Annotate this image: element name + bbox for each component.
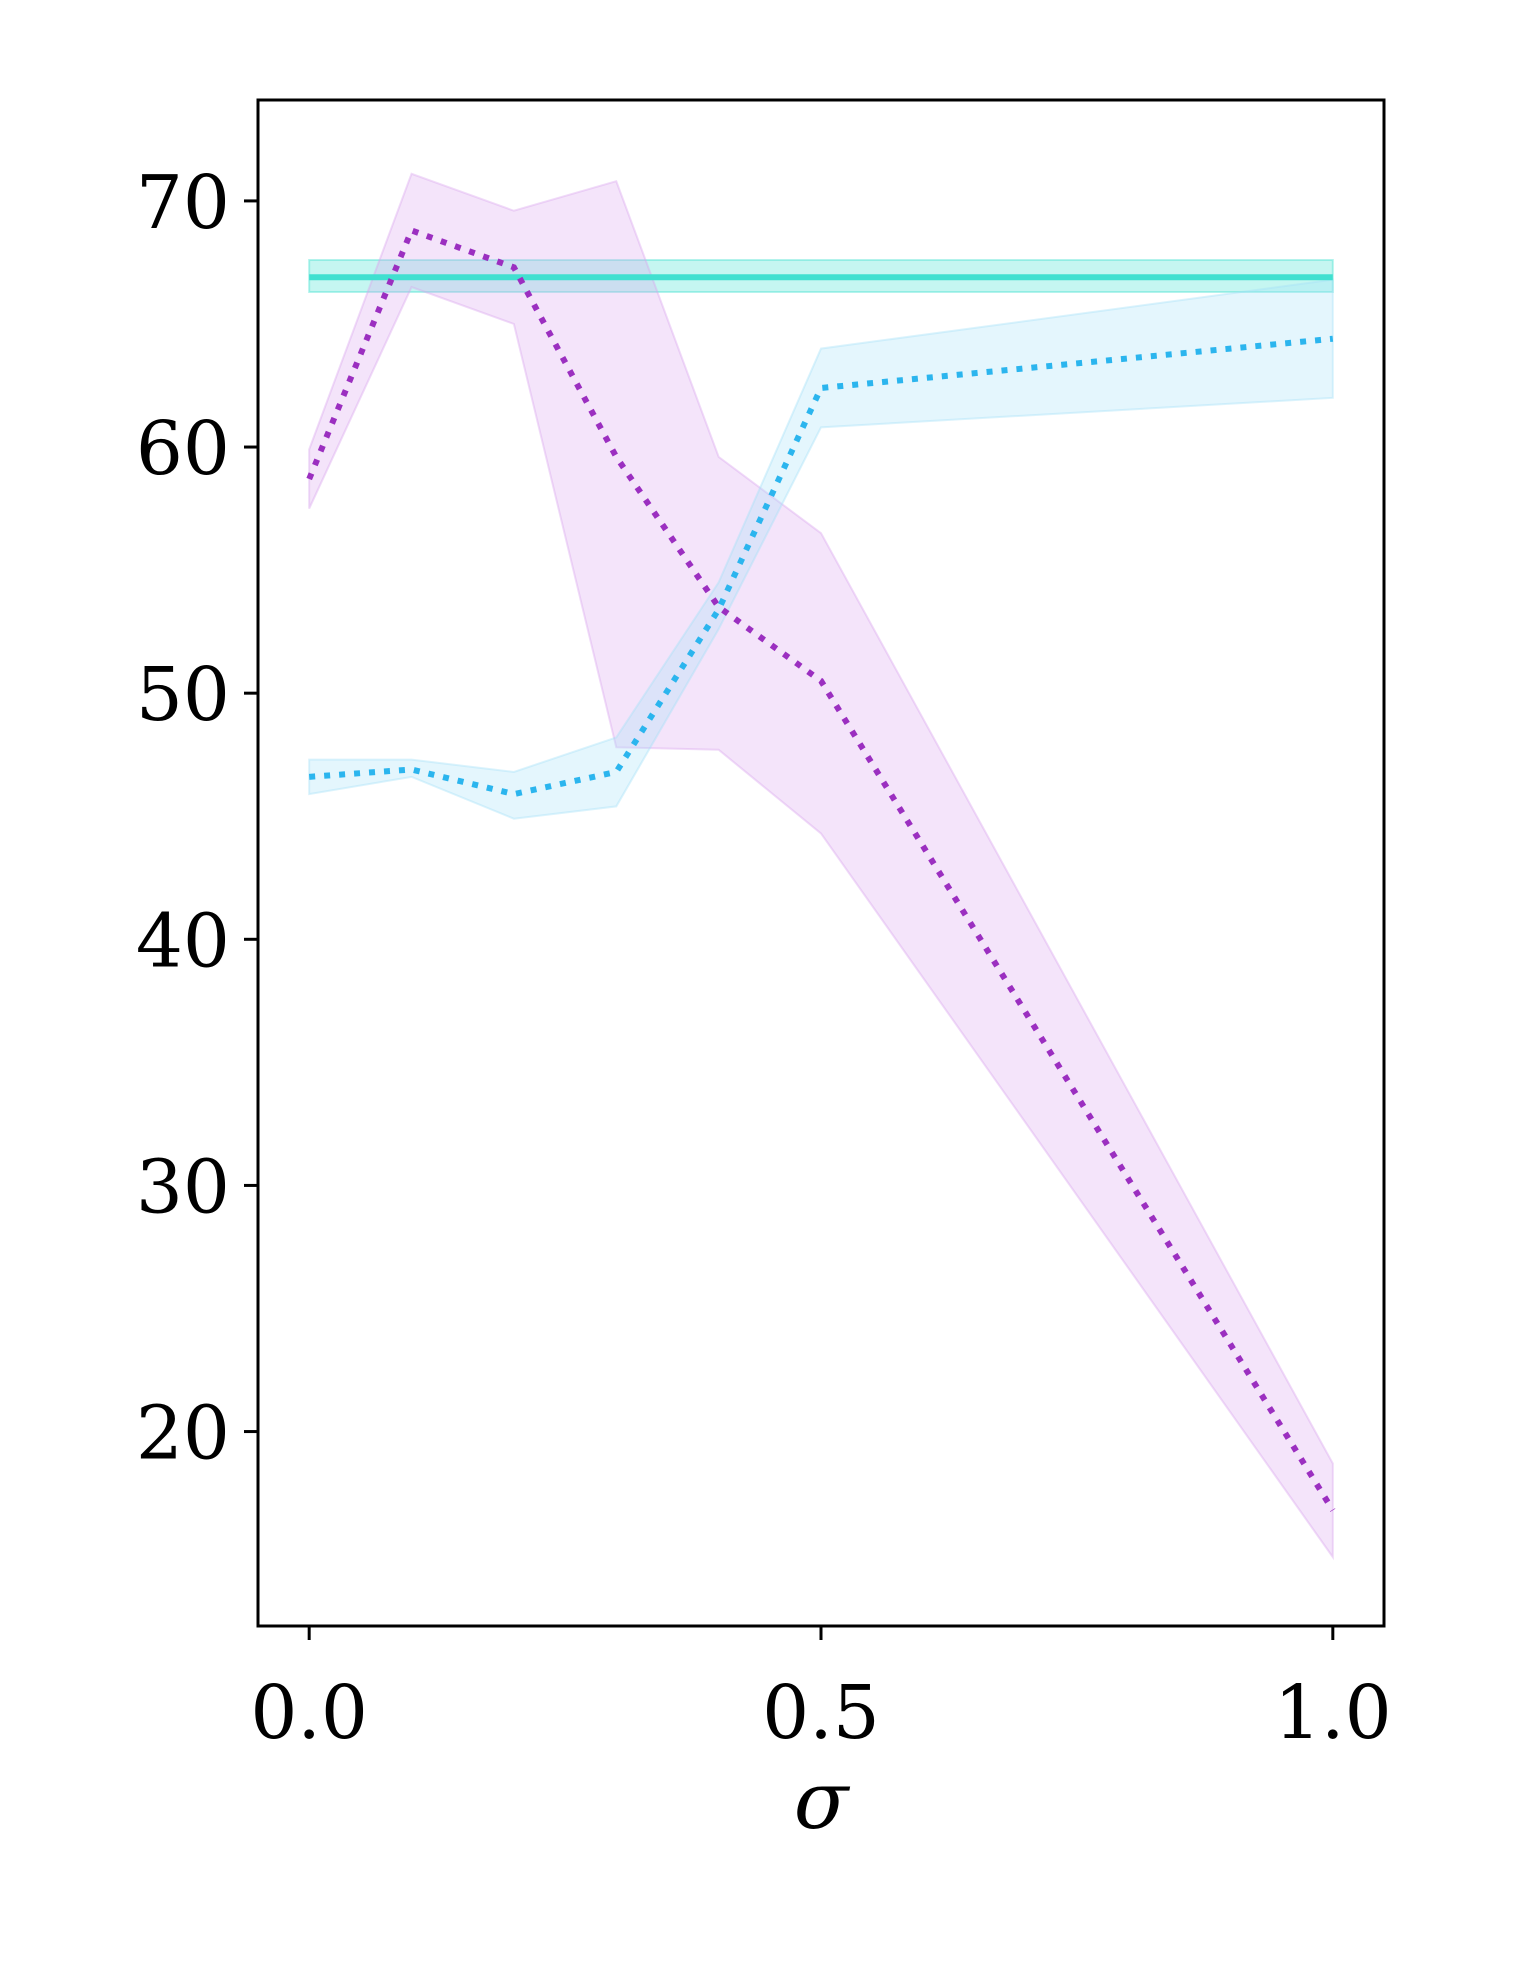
series-2-line [306,226,1336,1512]
y-tick-label: 30 [136,1144,230,1230]
series-2-band [308,172,1334,1561]
series-3-band [308,278,1334,820]
y-tick-label: 60 [136,406,230,492]
x-tick-label: 1.0 [1274,1670,1392,1756]
y-tick-label: 20 [136,1391,230,1477]
y-tick-label: 50 [136,652,230,738]
x-tick-label: 0.0 [250,1670,368,1756]
y-tick-label: 40 [136,898,230,984]
x-tick-label: 0.5 [762,1670,880,1756]
y-axis-ticks: 20 30 40 50 60 70 [136,160,258,1477]
y-tick-label: 70 [136,160,230,246]
series-lines [306,226,1336,1512]
x-axis-title: σ [794,1754,851,1847]
x-axis-ticks: 0.0 0.5 1.0 [250,1626,1392,1756]
